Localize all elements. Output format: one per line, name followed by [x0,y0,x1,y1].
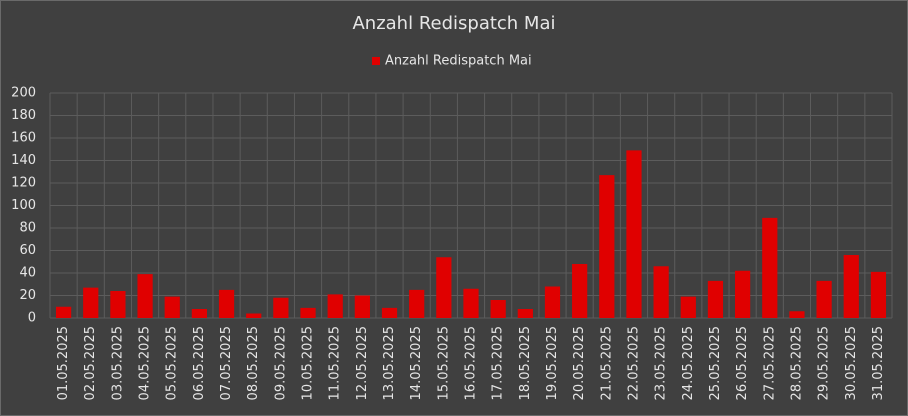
x-tick-label: 09.05.2025 [273,326,288,400]
bar [680,296,696,318]
y-tick-label: 100 [11,198,36,213]
bar [490,300,506,318]
legend-swatch [372,57,380,65]
x-tick-label: 24.05.2025 [681,326,696,400]
bar [707,280,724,318]
x-tick-label: 19.05.2025 [545,326,560,400]
y-tick-label: 80 [19,221,36,236]
x-tick-label: 07.05.2025 [219,326,234,400]
x-tick-label: 02.05.2025 [83,326,98,400]
bar [218,289,235,318]
x-tick-label: 14.05.2025 [409,326,424,400]
x-tick-label: 08.05.2025 [246,326,261,400]
x-tick-label: 12.05.2025 [355,326,370,400]
y-tick-label: 40 [19,266,36,281]
x-tick-label: 27.05.2025 [762,326,777,400]
x-tick-label: 10.05.2025 [301,326,316,400]
bar [735,270,751,318]
bar [164,296,180,318]
y-tick-label: 0 [28,311,36,326]
bar [55,306,72,318]
bar [436,257,452,318]
x-tick-label: 15.05.2025 [436,326,451,400]
x-tick-label: 20.05.2025 [572,326,587,400]
bar [83,287,99,318]
y-tick-label: 160 [11,131,36,146]
x-tick-label: 28.05.2025 [789,326,804,400]
y-tick-label: 60 [19,243,36,258]
bar [273,297,289,318]
x-tick-label: 22.05.2025 [626,326,641,400]
x-tick-label: 23.05.2025 [654,326,669,400]
bar [354,295,370,318]
bar [327,294,343,318]
x-tick-label: 18.05.2025 [518,326,533,400]
bar [463,288,479,318]
bar [246,313,262,318]
bar [653,266,669,318]
x-tick-label: 01.05.2025 [56,326,71,400]
x-tick-label: 13.05.2025 [382,326,397,400]
bar [137,274,153,318]
bar [626,150,642,318]
bar [789,311,805,318]
bar [300,307,316,318]
bar [762,217,778,318]
bar [110,291,126,318]
x-tick-label: 16.05.2025 [464,326,479,400]
bar [599,175,615,318]
legend-label: Anzahl Redispatch Mai [385,54,532,69]
y-tick-label: 180 [11,108,36,123]
bar [816,280,832,318]
y-tick-label: 20 [19,288,36,303]
y-tick-label: 120 [11,176,36,191]
bar [572,264,588,318]
bar [381,307,398,318]
bar [843,255,859,318]
x-tick-label: 29.05.2025 [817,326,832,400]
bar [870,271,887,318]
bar [191,309,207,318]
y-tick-label: 140 [11,153,36,168]
x-tick-label: 26.05.2025 [735,326,750,400]
x-tick-label: 17.05.2025 [491,326,506,400]
x-tick-label: 05.05.2025 [165,326,180,400]
x-tick-label: 04.05.2025 [138,326,153,400]
x-tick-label: 30.05.2025 [844,326,859,400]
x-tick-label: 11.05.2025 [328,326,343,400]
x-tick-label: 03.05.2025 [110,326,125,400]
chart-title: Anzahl Redispatch Mai [352,13,555,34]
y-tick-label: 200 [11,86,36,101]
x-tick-label: 25.05.2025 [708,326,723,400]
x-tick-label: 06.05.2025 [192,326,207,400]
x-tick-label: 31.05.2025 [871,326,886,400]
bar [409,289,425,318]
x-tick-label: 21.05.2025 [599,326,614,400]
bar [544,286,561,318]
bar [517,309,533,318]
